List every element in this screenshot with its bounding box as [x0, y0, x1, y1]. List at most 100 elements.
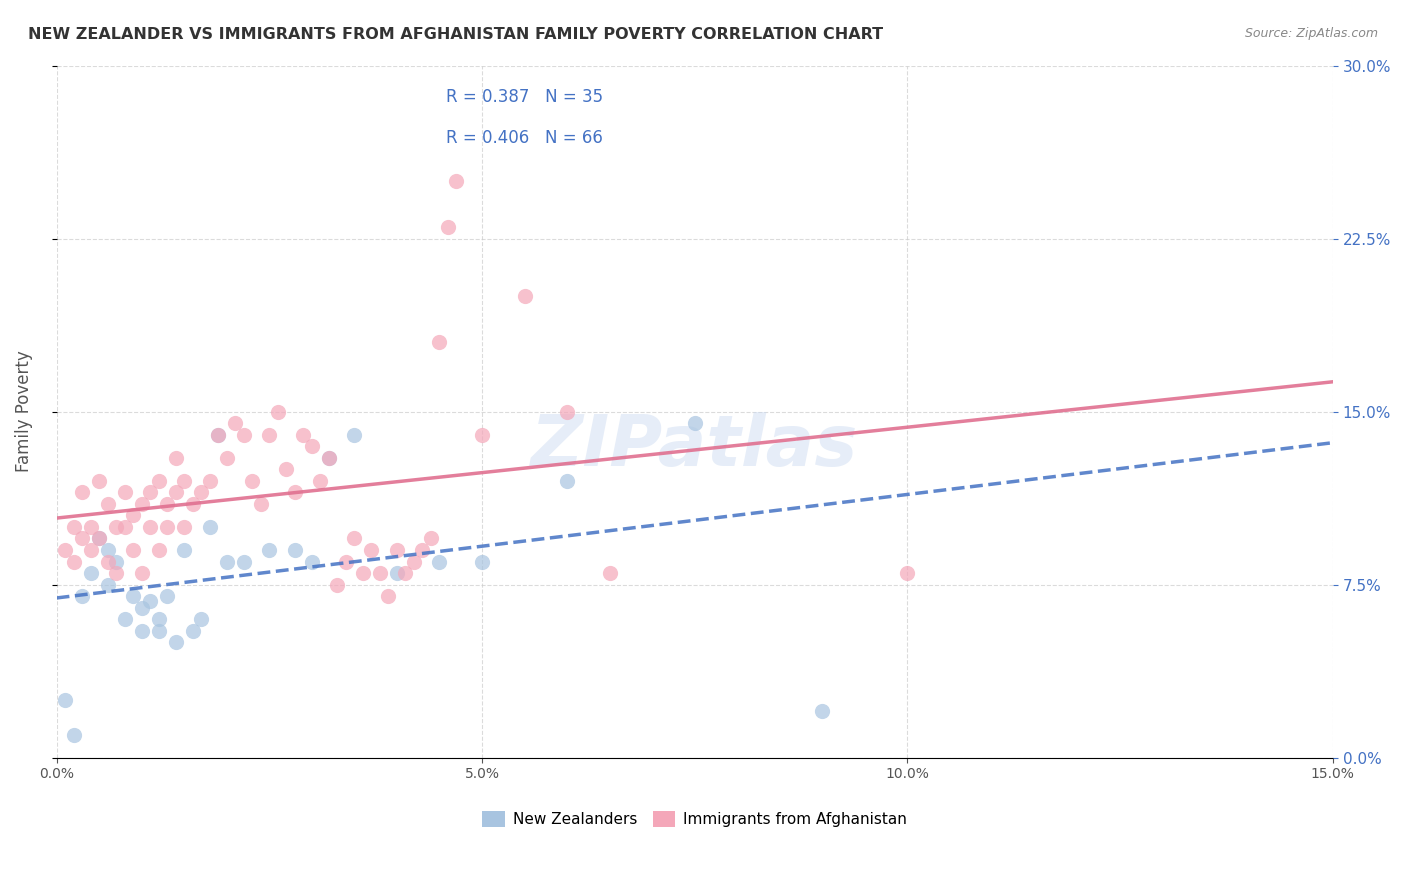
Point: [181, 624, 204, 638]
Point: [446, 174, 468, 188]
Point: [207, 427, 229, 442]
Point: [114, 485, 136, 500]
Point: [156, 589, 179, 603]
Point: [62, 727, 84, 741]
Point: [402, 555, 425, 569]
Point: [131, 600, 153, 615]
Point: [259, 543, 281, 558]
Point: [131, 566, 153, 580]
Point: [53, 693, 76, 707]
Point: [555, 474, 578, 488]
Point: [335, 555, 357, 569]
Point: [385, 543, 408, 558]
Text: R = 0.406   N = 66: R = 0.406 N = 66: [446, 129, 603, 147]
Point: [53, 543, 76, 558]
Point: [173, 543, 195, 558]
Point: [131, 624, 153, 638]
Point: [70, 485, 93, 500]
Point: [148, 474, 170, 488]
Point: [165, 635, 187, 649]
Point: [599, 566, 621, 580]
Point: [114, 612, 136, 626]
Point: [377, 589, 399, 603]
Point: [139, 520, 162, 534]
Point: [70, 532, 93, 546]
Point: [429, 335, 451, 350]
Point: [326, 577, 349, 591]
Point: [148, 543, 170, 558]
Point: [122, 508, 145, 523]
Point: [97, 543, 120, 558]
Point: [896, 566, 918, 580]
Point: [122, 543, 145, 558]
Point: [301, 555, 323, 569]
Point: [198, 520, 221, 534]
Point: [165, 485, 187, 500]
Point: [156, 497, 179, 511]
Point: [224, 416, 246, 430]
Point: [79, 566, 101, 580]
Point: [394, 566, 416, 580]
Point: [343, 427, 366, 442]
Point: [122, 589, 145, 603]
Point: [318, 450, 340, 465]
Point: [437, 220, 460, 235]
Point: [70, 589, 93, 603]
Point: [352, 566, 374, 580]
Point: [89, 532, 111, 546]
Point: [411, 543, 433, 558]
Point: [105, 566, 128, 580]
Point: [62, 520, 84, 534]
Point: [105, 555, 128, 569]
Point: [190, 485, 212, 500]
Point: [114, 520, 136, 534]
Point: [62, 555, 84, 569]
Point: [89, 474, 111, 488]
Point: [97, 555, 120, 569]
Point: [79, 543, 101, 558]
Point: [385, 566, 408, 580]
Point: [139, 593, 162, 607]
Point: [198, 474, 221, 488]
Point: [811, 705, 834, 719]
Point: [318, 450, 340, 465]
Point: [292, 427, 315, 442]
Text: Source: ZipAtlas.com: Source: ZipAtlas.com: [1244, 27, 1378, 40]
Point: [555, 404, 578, 418]
Point: [420, 532, 443, 546]
Point: [139, 485, 162, 500]
Text: ZIPatlas: ZIPatlas: [531, 412, 859, 481]
Point: [89, 532, 111, 546]
Point: [309, 474, 332, 488]
Point: [360, 543, 382, 558]
Point: [276, 462, 298, 476]
Point: [267, 404, 290, 418]
Point: [181, 497, 204, 511]
Point: [284, 485, 307, 500]
Point: [284, 543, 307, 558]
Point: [173, 520, 195, 534]
Point: [683, 416, 706, 430]
Point: [249, 497, 271, 511]
Legend: New Zealanders, Immigrants from Afghanistan: New Zealanders, Immigrants from Afghanis…: [477, 805, 912, 833]
Point: [232, 427, 254, 442]
Point: [301, 439, 323, 453]
Point: [471, 427, 494, 442]
Point: [165, 450, 187, 465]
Point: [259, 427, 281, 442]
Point: [207, 427, 229, 442]
Text: R = 0.387   N = 35: R = 0.387 N = 35: [446, 87, 603, 106]
Point: [156, 520, 179, 534]
Point: [215, 450, 238, 465]
Point: [148, 624, 170, 638]
Point: [173, 474, 195, 488]
Text: NEW ZEALANDER VS IMMIGRANTS FROM AFGHANISTAN FAMILY POVERTY CORRELATION CHART: NEW ZEALANDER VS IMMIGRANTS FROM AFGHANI…: [28, 27, 883, 42]
Point: [131, 497, 153, 511]
Y-axis label: Family Poverty: Family Poverty: [15, 351, 32, 473]
Point: [97, 577, 120, 591]
Point: [429, 555, 451, 569]
Point: [148, 612, 170, 626]
Point: [215, 555, 238, 569]
Point: [368, 566, 391, 580]
Point: [513, 289, 536, 303]
